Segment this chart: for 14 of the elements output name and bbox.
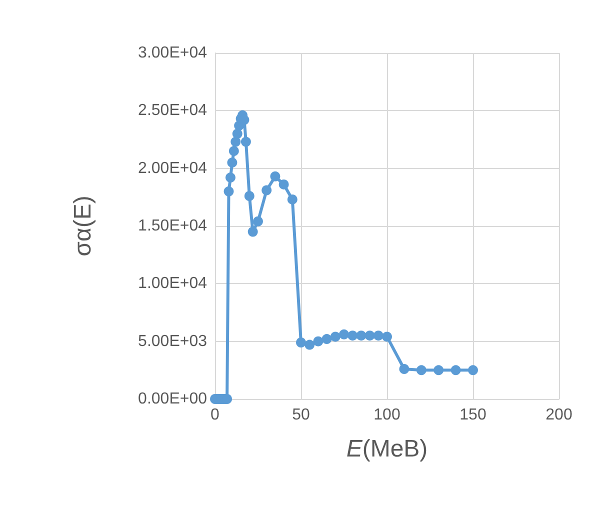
x-tick-label: 100 xyxy=(374,406,400,424)
x-tick-label: 200 xyxy=(546,406,572,424)
x-tick-label: 50 xyxy=(292,406,310,424)
x-axis-title: E(MeB) xyxy=(346,436,428,462)
y-tick-label: 2.50E+04 xyxy=(138,102,208,120)
x-tick-label: 0 xyxy=(210,406,220,424)
y-tick-label: 5.00E+03 xyxy=(138,332,208,350)
y-tick-label: 1.00E+04 xyxy=(138,275,208,292)
y-tick-label: 1.50E+04 xyxy=(138,218,208,234)
x-tick-label: 150 xyxy=(460,406,486,424)
y-axis-title: σα(E) xyxy=(70,196,96,256)
y-tick-label: 3.00E+04 xyxy=(138,44,208,62)
y-tick-label: 0.00E+00 xyxy=(138,390,208,408)
y-tick-label: 2.00E+04 xyxy=(138,160,208,177)
